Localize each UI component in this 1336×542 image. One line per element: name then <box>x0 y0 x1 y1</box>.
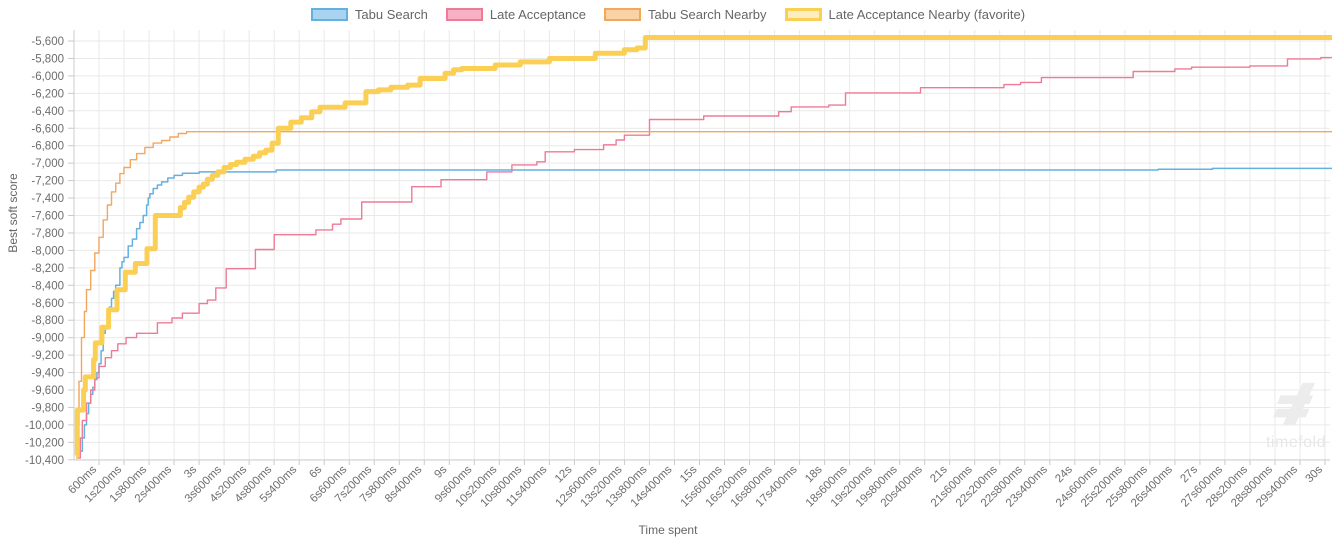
y-tick-label: -8,600 <box>31 298 64 310</box>
y-tick-label: -5,600 <box>31 36 64 48</box>
series-line-tabu-search <box>80 167 1332 452</box>
y-tick-label: -7,600 <box>31 211 64 223</box>
legend-label: Late Acceptance <box>489 7 587 22</box>
x-tick-label: 30s <box>1304 463 1326 485</box>
y-tick-label: -6,200 <box>31 88 64 100</box>
y-tick-label: -10,400 <box>25 455 64 467</box>
y-tick-label: -6,600 <box>31 123 64 135</box>
x-tick-label: 3s <box>182 463 199 480</box>
legend-swatch <box>784 8 822 21</box>
y-tick-label: -9,000 <box>31 333 64 345</box>
x-tick-label: 9s <box>432 463 449 480</box>
watermark-text: timefold <box>1265 434 1327 451</box>
legend-swatch <box>310 8 348 21</box>
legend-label: Late Acceptance Nearby (favorite) <box>828 7 1026 22</box>
legend-swatch <box>604 8 642 21</box>
watermark: timefold <box>1256 381 1336 452</box>
timefold-logo-icon <box>1273 382 1316 426</box>
y-tick-label: -7,800 <box>31 228 64 240</box>
x-axis-title: Time spent <box>638 523 698 537</box>
series-line-tabu-search-nearby <box>76 131 1332 459</box>
y-tick-label: -9,800 <box>31 402 64 414</box>
y-tick-label: -6,400 <box>31 106 64 118</box>
y-tick-label: -9,200 <box>31 350 64 362</box>
y-tick-label: -5,800 <box>31 53 64 65</box>
y-tick-label: -6,000 <box>31 71 64 83</box>
x-tick-label: 6s <box>307 463 324 480</box>
y-tick-label: -9,600 <box>31 385 64 397</box>
y-tick-label: -8,400 <box>31 280 64 292</box>
y-tick-label: -9,400 <box>31 368 64 380</box>
y-tick-label: -8,200 <box>31 263 64 275</box>
y-tick-label: -7,200 <box>31 176 64 188</box>
y-tick-label: -8,000 <box>31 245 64 257</box>
legend-item-late-acceptance-nearby-favorite[interactable]: Late Acceptance Nearby (favorite) <box>784 7 1026 22</box>
legend-swatch <box>445 8 483 21</box>
chart-legend: Tabu Search Late Acceptance Tabu Search Ne… <box>0 7 1336 22</box>
y-tick-label: -10,200 <box>25 437 64 449</box>
y-tick-label: -7,400 <box>31 193 64 205</box>
y-tick-label: -10,000 <box>25 420 64 432</box>
series-line-late-acceptance-nearby-favorite <box>74 35 1332 458</box>
y-tick-label: -8,800 <box>31 315 64 327</box>
legend-item-tabu-search[interactable]: Tabu Search <box>310 7 428 22</box>
legend-label: Tabu Search Nearby <box>648 7 767 22</box>
legend-item-tabu-search-nearby[interactable]: Tabu Search Nearby <box>604 7 767 22</box>
y-tick-label: -7,000 <box>31 158 64 170</box>
y-tick-label: -6,800 <box>31 141 64 153</box>
legend-item-late-acceptance[interactable]: Late Acceptance <box>445 7 587 22</box>
legend-label: Tabu Search <box>354 7 428 22</box>
series-line-late-acceptance <box>78 56 1332 459</box>
